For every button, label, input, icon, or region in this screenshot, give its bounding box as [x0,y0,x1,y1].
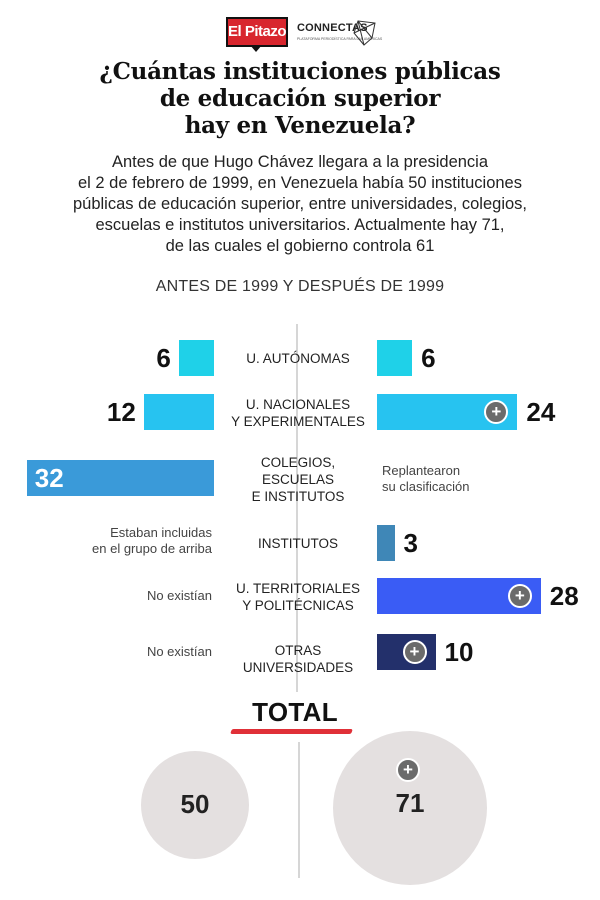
category-label-line: Y EXPERIMENTALES [231,414,365,429]
category-label-line: U. AUTÓNOMAS [246,351,350,366]
category-label-line: COLEGIOS, [260,455,336,470]
category-label: U. TERRITORIALES Y POLITÉCNICAS [218,580,378,614]
total-before-circle: 50 [141,751,249,859]
note-line: No existían [146,644,212,659]
note-line: Estaban incluidas [110,525,212,540]
before-value-label: 6 [156,343,171,373]
connectas-logo: CONNECTAS [297,22,368,34]
total-before-value: 50 [180,789,210,819]
note-line: No existían [146,588,212,603]
category-label-line: Y POLITÉCNICAS [242,598,354,613]
note-line: su clasificación [382,479,470,494]
connectas-network-icon [353,20,376,46]
category-label-line: ESCUELAS [261,472,335,487]
after-value-label: 3 [403,528,419,558]
before-value-label: 32 [34,463,64,493]
before-note: No existían [40,644,212,660]
before-bar [178,340,214,376]
before-note: Estaban incluidas en el grupo de arriba [40,525,212,557]
subtitle-line: escuelas e institutos universitarios. Ac… [95,216,505,234]
before-note: No existían [40,588,212,604]
category-label: U. NACIONALES Y EXPERIMENTALES [218,396,378,430]
title-line: de educación superior [159,85,441,112]
after-value-label: 28 [549,581,579,611]
connectas-logo-tagline: PLATAFORMA PERIODÍSTICA PARA LAS AMÉRICA… [297,37,383,41]
category-label-line: E INSTITUTOS [251,489,345,504]
title-line: ¿Cuántas instituciones públicas [99,58,501,85]
center-divider-lower [298,742,300,878]
plus-icon: + [396,758,420,782]
before-bar [26,460,214,496]
after-note: Replantearon su clasificación [382,463,542,495]
subtitle-line: Antes de que Hugo Chávez llegara a la pr… [111,153,489,171]
category-label-line: INSTITUTOS [257,536,338,551]
category-label: U. AUTÓNOMAS [218,350,378,367]
center-divider [296,324,298,692]
after-value-label: 24 [526,397,556,427]
before-value-label: 12 [106,397,136,427]
section-label: ANTES DE 1999 Y DESPUÉS DE 1999 [155,278,445,295]
plus-icon: + [484,400,509,424]
category-label: OTRAS UNIVERSIDADES [218,642,378,676]
subtitle-line: de las cuales el gobierno controla 61 [165,237,435,255]
subtitle-line: públicas de educación superior, entre un… [72,195,528,213]
after-bar [377,340,413,376]
category-label-line: U. TERRITORIALES [235,581,361,596]
category-label-line: U. NACIONALES [245,397,351,412]
after-bar [377,525,395,561]
note-line: en el grupo de arriba [92,541,212,556]
plus-icon: + [507,584,532,608]
title-line: hay en Venezuela? [184,112,416,139]
after-value-label: 6 [421,343,436,373]
total-label: TOTAL [252,697,338,727]
after-value-label: 10 [444,637,474,667]
plus-icon: + [402,640,427,664]
total-after-value: 71 [395,788,425,818]
category-label: INSTITUTOS [218,535,378,552]
page-subtitle: Antes de que Hugo Chávez llegara a la pr… [0,152,600,257]
note-line: Replantearon [382,463,461,478]
before-bar [143,394,214,430]
total-after-circle: + 71 [333,731,487,885]
el-pitazo-logo: El Pitazo [226,17,288,47]
el-pitazo-logo-tail [250,45,262,52]
category-label-line: UNIVERSIDADES [242,660,354,675]
subtitle-line: el 2 de febrero de 1999, en Venezuela ha… [77,174,522,192]
total-underline [230,729,353,734]
page-title: ¿Cuántas instituciones públicas de educa… [0,58,600,139]
category-label: COLEGIOS, ESCUELAS E INSTITUTOS [218,454,378,505]
category-label-line: OTRAS [274,643,322,658]
